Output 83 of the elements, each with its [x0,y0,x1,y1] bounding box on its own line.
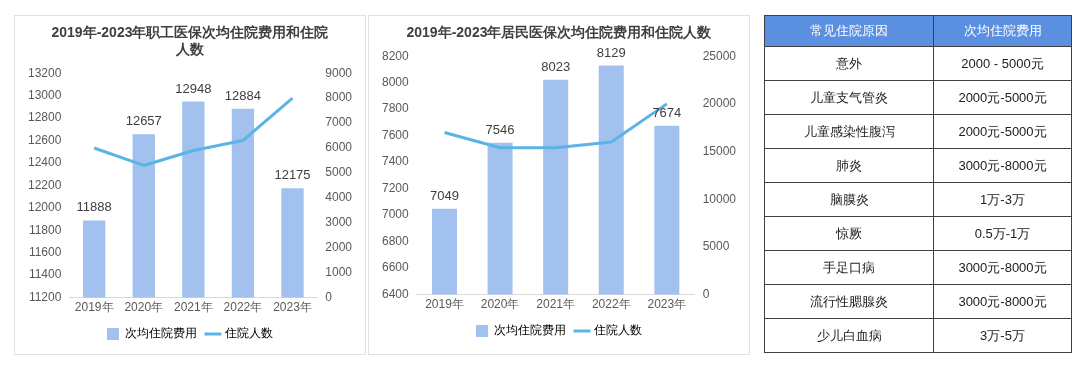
y2-tick-label: 5000 [325,165,353,180]
y2-tick-label: 8000 [325,90,353,105]
y-tick-label: 13000 [27,87,62,102]
text: 2000元-5000元 [933,80,1072,115]
data-label: 7674 [652,104,682,120]
text: 3000元-8000元 [933,250,1072,285]
x-tick-label: 2022年 [591,297,631,312]
y-tick-label: 7000 [381,207,410,222]
text: 3万-5万 [933,318,1072,353]
data-label: 7049 [430,187,459,203]
y-tick-label: 11800 [28,222,62,237]
y2-tick-label: 0 [325,289,333,304]
y-tick-label: 12600 [27,132,62,147]
y2-tick-label: 25000 [702,48,737,63]
text: 次均住院费用 [933,15,1072,47]
text: 0.5万-1万 [933,216,1072,251]
y-tick-label: 7600 [381,127,410,142]
x-tick-label: 2023年 [273,300,312,315]
text: 意外 [764,46,934,81]
legend-label: 次均住院费用 [125,326,197,341]
y2-tick-label: 9000 [325,65,353,80]
y2-tick-label: 6000 [325,140,353,155]
y-tick-label: 6400 [381,286,410,301]
data-label: 12948 [175,80,212,96]
y2-tick-label: 4000 [325,190,353,205]
text: 2000 - 5000元 [933,46,1072,81]
x-tick-label: 2019年 [74,300,114,315]
x-tick-label: 2021年 [536,297,576,312]
y2-tick-label: 2000 [325,240,353,255]
data-label: 7546 [485,121,515,137]
y-tick-label: 6600 [381,260,410,275]
data-label: 11888 [76,199,112,215]
y-tick-label: 13200 [27,65,62,80]
y-tick-label: 8000 [381,75,410,89]
y-tick-label: 12400 [27,155,62,170]
y-tick-label: 12000 [27,200,62,215]
text: 手足口病 [764,250,934,285]
x-tick-label: 2022年 [223,300,263,315]
x-tick-label: 2020年 [480,297,520,312]
y-tick-label: 7200 [381,180,410,195]
y-tick-label: 7800 [381,101,410,116]
x-tick-label: 2019年 [425,297,464,312]
data-label: 12657 [125,113,162,129]
y-tick-label: 8200 [381,48,410,63]
legend-label: 住院人数 [224,326,273,341]
y2-tick-label: 10000 [702,191,737,206]
text: 少儿白血病 [764,318,934,353]
data-label: 8023 [541,58,571,74]
data-label: 8129 [596,44,626,60]
y-tick-label: 6800 [381,233,410,248]
y-tick-label: 11200 [28,289,62,304]
x-tick-label: 2023年 [647,297,687,312]
text: 儿童支气管炎 [764,80,934,115]
y-tick-label: 12200 [27,177,62,192]
y-tick-label: 11400 [28,267,62,282]
text: 2000元-5000元 [933,114,1072,149]
x-tick-label: 2020年 [124,300,164,315]
y2-tick-label: 7000 [325,115,353,130]
y2-tick-label: 0 [702,286,710,301]
y2-tick-label: 15000 [702,143,737,158]
y2-tick-label: 20000 [702,96,737,111]
text: 流行性腮腺炎 [764,284,934,319]
x-tick-label: 2021年 [173,300,213,315]
y2-tick-label: 3000 [325,215,353,230]
text: 脑膜炎 [764,182,934,217]
y-tick-label: 7400 [381,154,410,169]
y-tick-label: 11600 [28,245,62,260]
text: 惊厥 [764,216,934,251]
text: 儿童感染性腹泻 [764,114,934,149]
data-label: 12175 [274,167,311,183]
chart-title: 2019年-2023年职工医保次均住院费用和住院人数 [50,24,330,58]
text: 1万-3万 [933,182,1072,217]
text: 常见住院原因 [764,15,934,47]
chart-title: 2019年-2023年居民医保次均住院费用和住院人数 [406,24,712,41]
text: 3000元-8000元 [933,148,1072,183]
text: 肺炎 [764,148,934,183]
data-label: 12884 [224,87,261,103]
y-tick-label: 12800 [27,110,62,125]
text: 3000元-8000元 [933,284,1072,319]
legend-label: 次均住院费用 [494,323,566,338]
y2-tick-label: 1000 [325,264,353,279]
y2-tick-label: 5000 [702,239,730,254]
legend-label: 住院人数 [593,323,642,338]
